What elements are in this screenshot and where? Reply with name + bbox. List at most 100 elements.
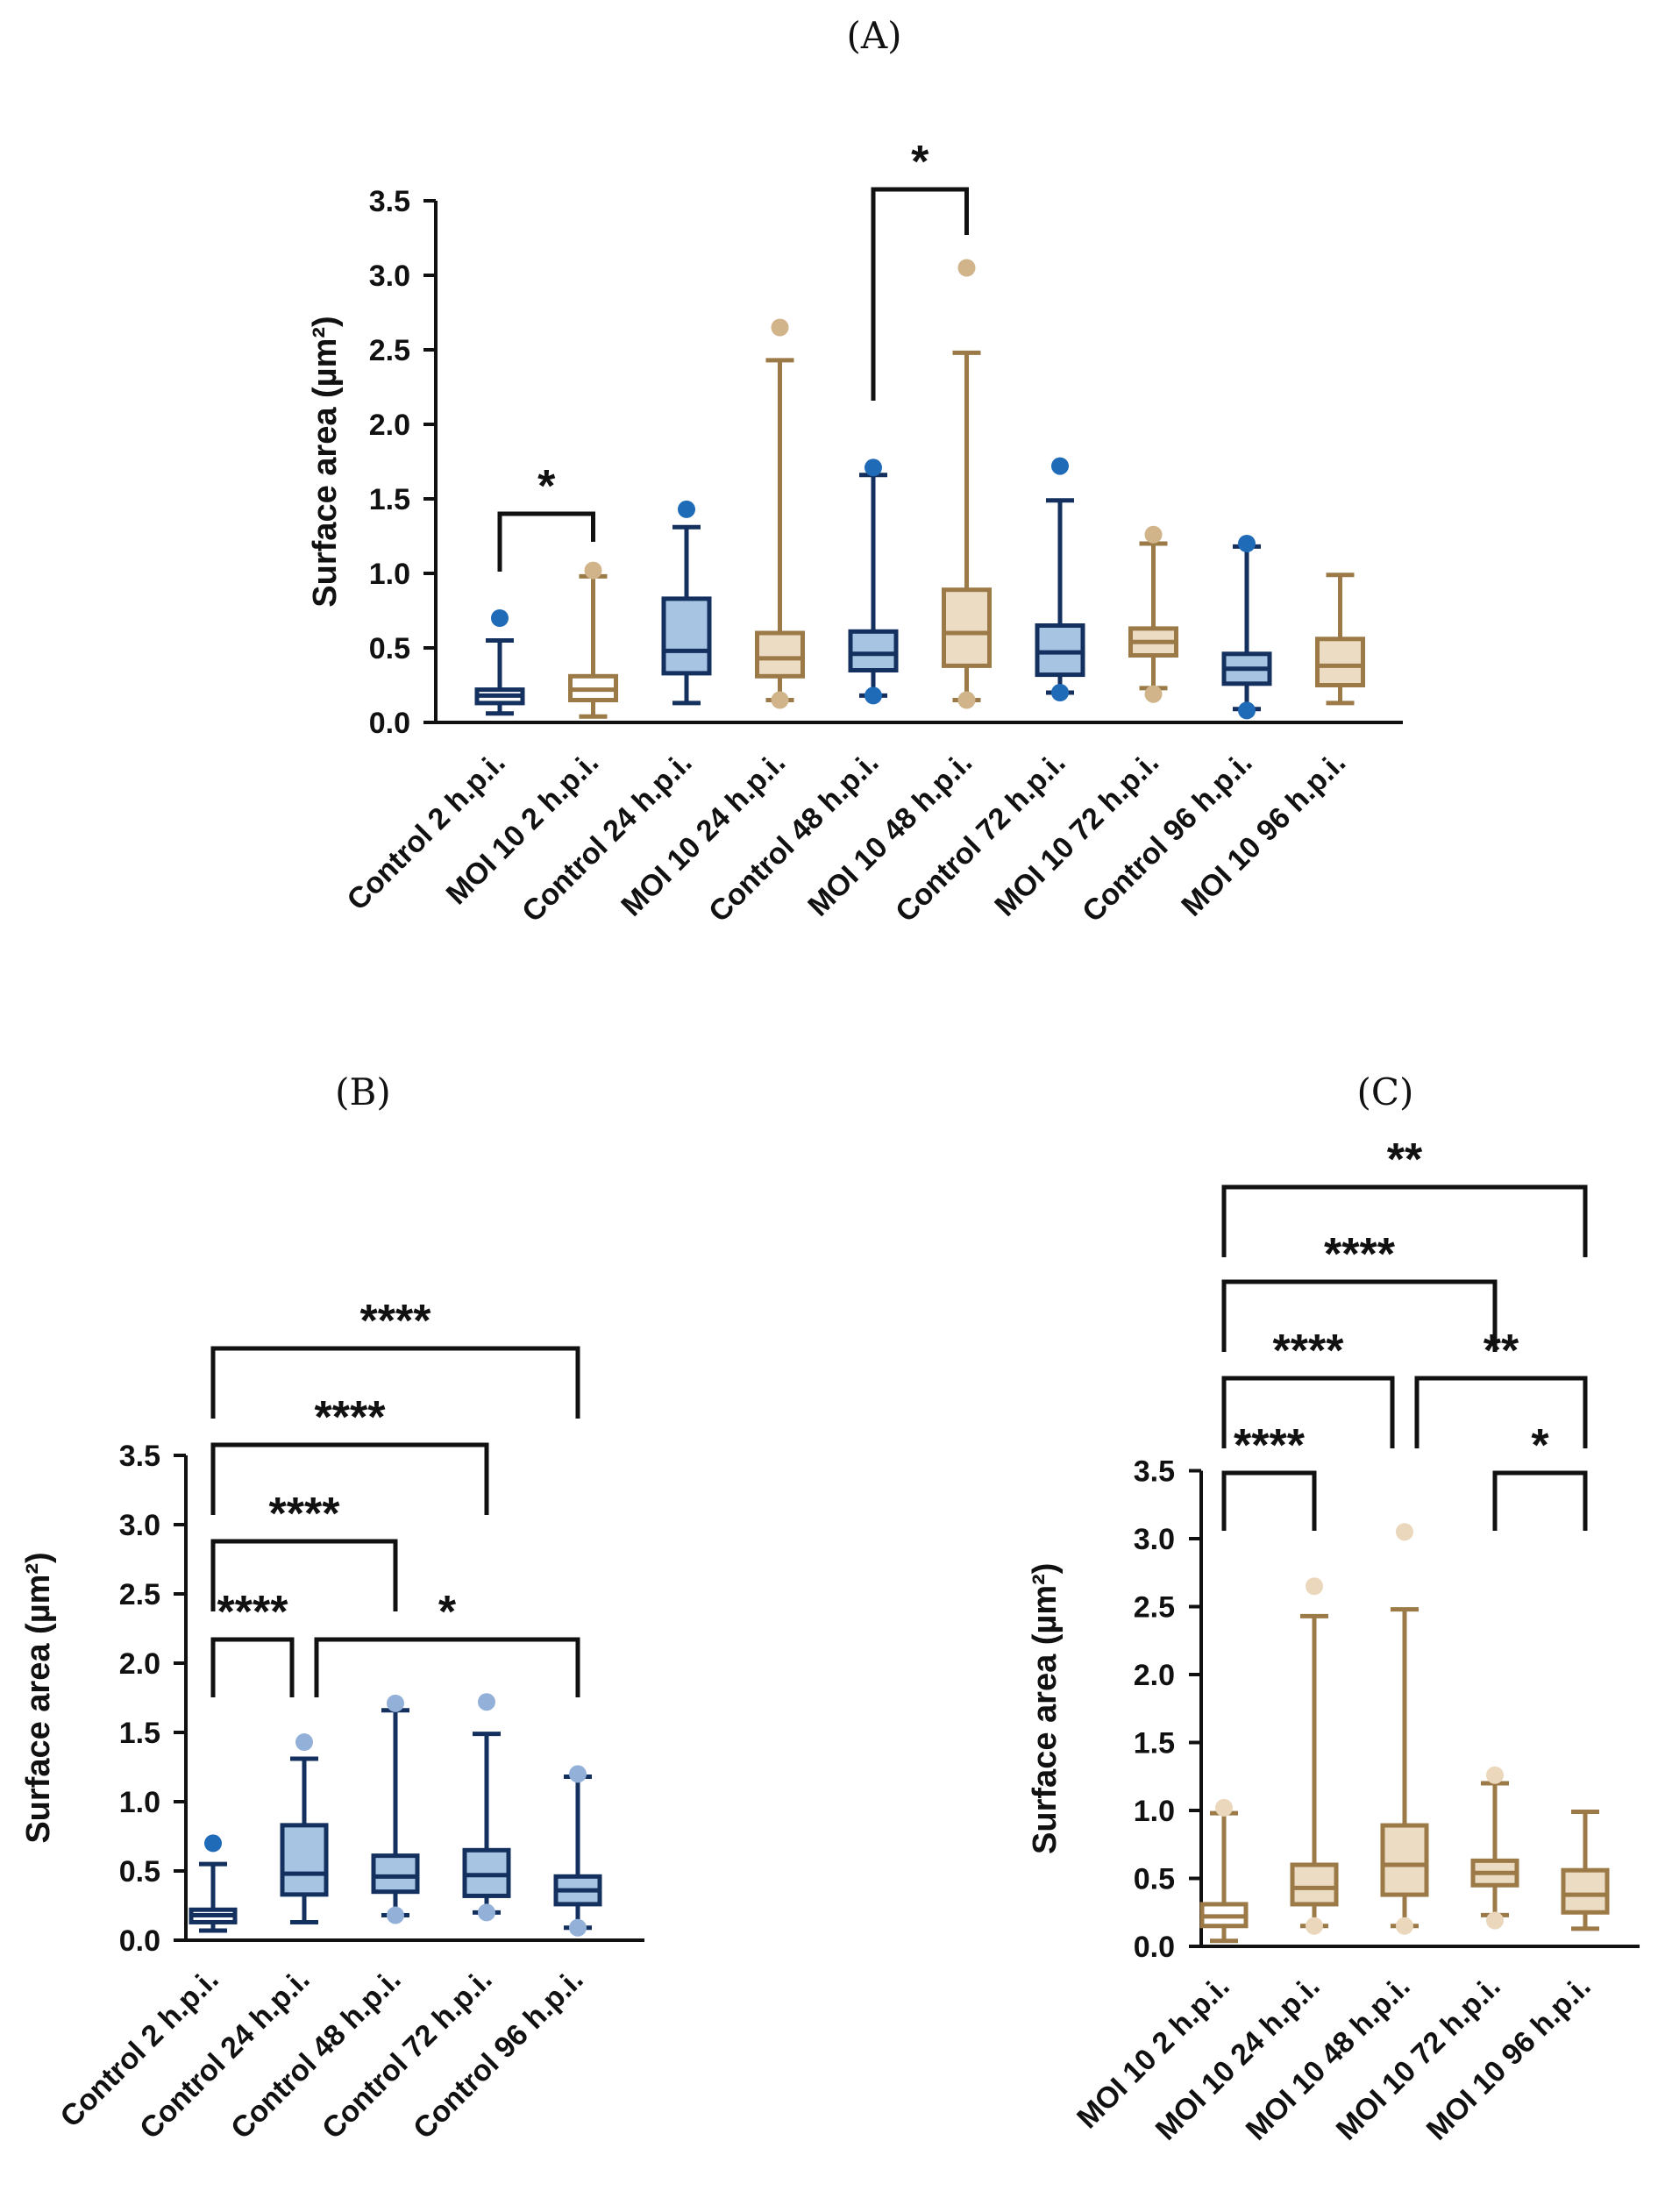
panel-b-boxplot: (B) 0.0 0.5 1.0 1.5 2.0 2.5 3.0 3.5 Surface area … <box>20 1070 644 2145</box>
outlier-point <box>569 1765 587 1783</box>
significance-bracket <box>1492 1470 1588 1531</box>
box-iqr <box>1380 1823 1429 1897</box>
box-1 <box>474 609 525 716</box>
box-4 <box>755 318 805 709</box>
significance-bracket <box>1221 1184 1588 1257</box>
outlier-point <box>295 1733 313 1752</box>
y-tick-label: 1.5 <box>369 483 410 516</box>
outlier-point <box>1396 1917 1413 1935</box>
outlier-point <box>771 691 789 709</box>
significance-label: **** <box>217 1587 289 1638</box>
outlier-point <box>1238 535 1256 552</box>
box-4 <box>1470 1766 1519 1930</box>
significance-bracket <box>1221 1376 1395 1448</box>
x-category-label: MOI 10 96 h.p.i. <box>1175 746 1352 923</box>
box-3 <box>661 500 712 706</box>
significance-label: **** <box>1324 1229 1396 1280</box>
y-tick-label: 1.0 <box>119 1786 160 1819</box>
y-tick-label: 3.5 <box>369 185 410 218</box>
outlier-point <box>1144 525 1163 544</box>
box-1 <box>1199 1798 1249 1944</box>
x-category-label: MOI 10 48 h.p.i. <box>1240 1970 1417 2147</box>
significance-label: ** <box>1387 1134 1423 1185</box>
outlier-point <box>1486 1911 1504 1930</box>
y-tick-label: 0.5 <box>119 1855 160 1888</box>
box-iqr <box>1035 623 1085 678</box>
y-tick-label: 3.5 <box>119 1440 160 1473</box>
outlier-point <box>1215 1798 1233 1817</box>
y-axis-label: Surface area (µm²) <box>307 316 344 607</box>
y-tick-label: 3.0 <box>119 1509 160 1542</box>
outlier-point <box>491 609 509 627</box>
box-iqr <box>661 596 712 676</box>
y-axis-label: Surface area (µm²) <box>1027 1563 1064 1854</box>
outlier-point <box>865 459 882 477</box>
box-5 <box>553 1765 602 1937</box>
box-iqr <box>848 629 899 672</box>
x-category-label: Control 96 h.p.i. <box>407 1963 590 2146</box>
significance-label: * <box>438 1587 457 1638</box>
box-5 <box>848 459 899 705</box>
x-category-label: MOI 10 96 h.p.i. <box>1420 1970 1597 2147</box>
box-9 <box>1221 535 1272 720</box>
x-category-label: Control 24 h.p.i. <box>516 746 699 929</box>
x-category-label: MOI 10 48 h.p.i. <box>801 746 978 923</box>
box-3 <box>371 1694 420 1924</box>
y-tick-label: 2.0 <box>1134 1659 1175 1692</box>
y-tick-label: 1.0 <box>1134 1795 1175 1828</box>
significance-bracket <box>210 1346 580 1419</box>
panel-title: (C) <box>1357 1070 1414 1113</box>
panel-c-boxplot: (C) 0.0 0.5 1.0 1.5 2.0 2.5 3.0 3.5 Surface area … <box>1027 1070 1640 2147</box>
outlier-point <box>957 259 976 277</box>
significance-label: * <box>537 461 556 512</box>
x-category-label: Control 72 h.p.i. <box>316 1963 499 2146</box>
panel-title: (B) <box>335 1070 391 1113</box>
outlier-point <box>387 1694 404 1712</box>
box-10 <box>1315 573 1365 706</box>
box-7 <box>1035 457 1085 701</box>
significance-label: **** <box>1273 1326 1345 1376</box>
y-tick-label: 2.0 <box>119 1647 160 1681</box>
y-tick-label: 0.0 <box>119 1924 160 1958</box>
significance-label: **** <box>269 1489 341 1540</box>
box-iqr <box>755 630 805 679</box>
y-tick-label: 2.0 <box>369 409 410 442</box>
outlier-point <box>204 1834 222 1853</box>
significance-bracket <box>314 1637 580 1697</box>
x-category-label: Control 2 h.p.i. <box>54 1963 225 2134</box>
x-category-label: MOI 10 72 h.p.i. <box>988 746 1165 923</box>
outlier-point <box>1306 1577 1323 1596</box>
x-category-label: MOI 10 72 h.p.i. <box>1330 1970 1507 2147</box>
x-category-label: MOI 10 24 h.p.i. <box>1149 1970 1327 2147</box>
significance-bracket <box>210 1442 489 1515</box>
significance-label: * <box>1531 1420 1549 1471</box>
y-tick-label: 1.0 <box>369 558 410 591</box>
y-tick-label: 3.0 <box>1134 1523 1175 1556</box>
y-tick-label: 3.5 <box>1134 1455 1175 1489</box>
outlier-point <box>678 500 695 518</box>
box-3 <box>1380 1523 1429 1935</box>
y-tick-label: 0.0 <box>369 707 410 740</box>
y-tick-label: 1.5 <box>1134 1727 1175 1760</box>
significance-bracket <box>1221 1470 1317 1531</box>
outlier-point <box>584 561 602 580</box>
x-category-label: Control 48 h.p.i. <box>702 746 886 929</box>
box-2 <box>1290 1577 1339 1935</box>
outlier-point <box>1144 685 1163 703</box>
significance-bracket <box>1221 1279 1498 1352</box>
box-iqr <box>942 587 992 668</box>
outlier-point <box>478 1693 495 1711</box>
outlier-point <box>478 1903 495 1922</box>
outlier-point <box>569 1918 587 1937</box>
significance-label: **** <box>360 1296 432 1347</box>
box-2 <box>568 561 618 719</box>
significance-bracket <box>1414 1376 1588 1448</box>
box-8 <box>1128 525 1178 703</box>
box-4 <box>462 1693 511 1922</box>
y-tick-label: 2.5 <box>119 1578 160 1611</box>
significance-label: **** <box>315 1392 387 1443</box>
box-6 <box>942 259 992 709</box>
outlier-point <box>1396 1523 1413 1541</box>
outlier-point <box>957 691 976 709</box>
